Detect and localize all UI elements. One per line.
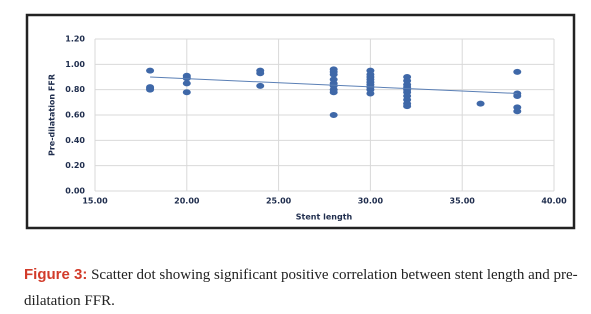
data-point <box>182 80 191 87</box>
x-tick-label: 15.00 <box>82 197 108 206</box>
data-point <box>329 112 338 118</box>
data-point <box>146 85 155 92</box>
y-tick-label: 0.80 <box>65 85 85 94</box>
data-point <box>182 89 191 96</box>
y-axis-label: Pre-dilatation FFR <box>48 74 57 156</box>
y-tick-label: 1.00 <box>65 60 85 69</box>
data-point <box>513 108 522 115</box>
y-tick-label: 0.40 <box>65 136 85 145</box>
x-tick-label: 30.00 <box>358 197 384 206</box>
data-point <box>366 90 375 97</box>
chart: Stent length Pre-dilatation FFR 0.00 0.20… <box>25 13 576 230</box>
x-tick-label: 40.00 <box>541 197 567 206</box>
chart-frame <box>25 13 576 230</box>
data-point <box>256 70 265 77</box>
x-tick-label: 35.00 <box>450 197 476 206</box>
data-point <box>513 68 522 75</box>
x-tick-label: 20.00 <box>174 197 200 206</box>
trend-line <box>150 76 518 94</box>
x-axis-label: Stent length <box>296 213 353 222</box>
x-tick-label: 25.00 <box>266 197 292 206</box>
figure-caption: Figure 3: Scatter dot showing significan… <box>24 262 584 314</box>
data-point <box>329 89 338 96</box>
y-tick-label: 0.00 <box>65 187 85 196</box>
y-tick-label: 0.60 <box>65 111 85 120</box>
data-point <box>329 71 338 78</box>
y-tick-label: 0.20 <box>65 161 85 170</box>
data-point <box>513 93 522 99</box>
data-point <box>146 67 155 74</box>
data-point <box>403 103 412 110</box>
caption-text: Scatter dot showing significant positive… <box>24 267 578 309</box>
y-tick-label: 1.20 <box>65 35 85 44</box>
data-point <box>256 82 265 89</box>
caption-label: Figure 3: <box>24 266 88 283</box>
data-point <box>476 100 485 107</box>
